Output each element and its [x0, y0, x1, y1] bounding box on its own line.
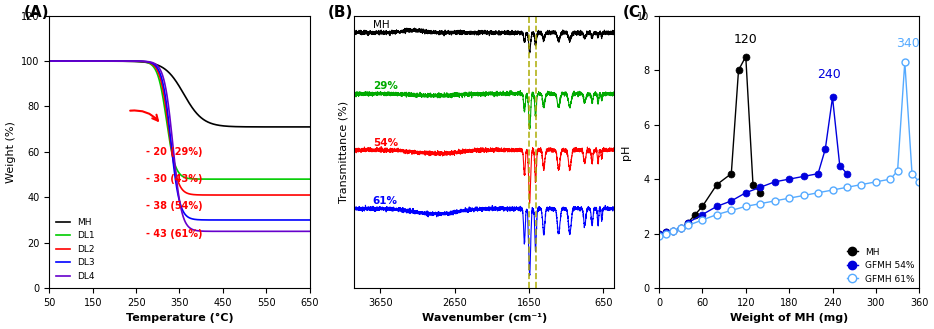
Text: 120: 120 [734, 33, 757, 46]
Text: (B): (B) [328, 5, 354, 20]
Y-axis label: Transmittance (%): Transmittance (%) [339, 101, 348, 203]
Text: - 43 (61%): - 43 (61%) [146, 229, 202, 239]
Text: (A): (A) [23, 5, 49, 20]
Text: - 38 (54%): - 38 (54%) [146, 201, 203, 211]
Text: 54%: 54% [373, 138, 398, 147]
Text: MH: MH [373, 20, 389, 30]
Text: 61%: 61% [373, 196, 398, 206]
Y-axis label: Weight (%): Weight (%) [6, 121, 16, 183]
Text: 340: 340 [897, 37, 920, 50]
X-axis label: Temperature (°C): Temperature (°C) [126, 313, 234, 323]
Text: 240: 240 [817, 68, 841, 81]
Text: (C): (C) [623, 5, 647, 20]
Text: - 20 (29%): - 20 (29%) [146, 147, 202, 157]
Legend: MH, GFMH 54%, GFMH 61%: MH, GFMH 54%, GFMH 61% [847, 247, 914, 284]
X-axis label: Weight of MH (mg): Weight of MH (mg) [730, 313, 848, 323]
X-axis label: Wavenumber (cm⁻¹): Wavenumber (cm⁻¹) [421, 313, 547, 323]
Text: - 30 (43%): - 30 (43%) [146, 174, 202, 184]
Y-axis label: pH: pH [621, 144, 631, 160]
Text: 29%: 29% [373, 81, 398, 91]
Legend: MH, DL1, DL2, DL3, DL4: MH, DL1, DL2, DL3, DL4 [56, 218, 95, 281]
